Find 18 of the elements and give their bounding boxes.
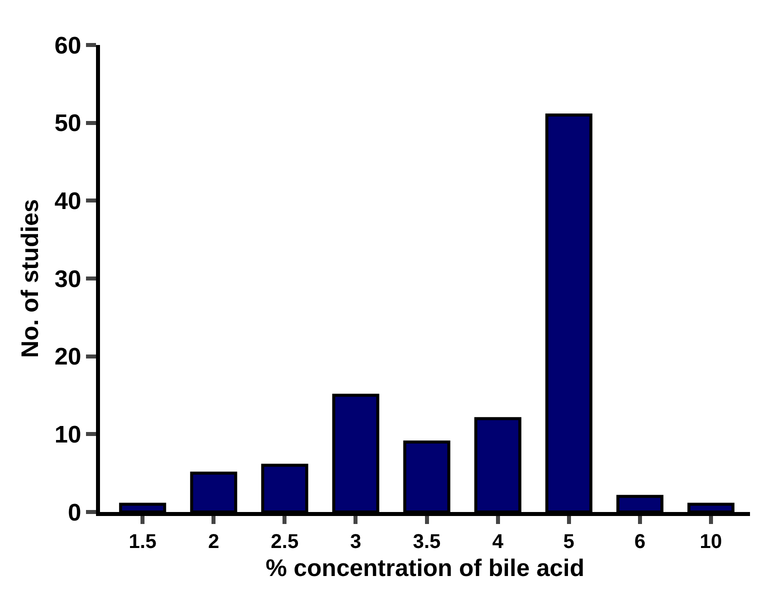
x-tick-label: 5 — [563, 531, 574, 553]
x-tick-label: 10 — [700, 531, 722, 553]
y-axis-title: No. of studies — [17, 199, 44, 358]
x-tick-label: 3 — [350, 531, 362, 553]
x-tick-label: 6 — [634, 531, 646, 553]
x-tick-label: 4 — [492, 531, 504, 553]
y-tick-label: 40 — [54, 188, 82, 216]
x-tick-label: 2.5 — [270, 531, 299, 553]
y-tick-label: 30 — [54, 266, 82, 293]
x-tick-label: 2 — [208, 531, 220, 553]
y-tick-label: 60 — [54, 32, 82, 60]
y-tick-label: 0 — [68, 499, 82, 526]
x-axis-title: % concentration of bile acid — [266, 554, 584, 582]
x-tick-label: 1.5 — [128, 531, 157, 553]
x-tick-label: 3.5 — [412, 531, 441, 553]
y-tick-label: 50 — [54, 110, 82, 138]
y-tick-label: 10 — [54, 422, 82, 449]
y-tick-label: 20 — [54, 344, 82, 371]
